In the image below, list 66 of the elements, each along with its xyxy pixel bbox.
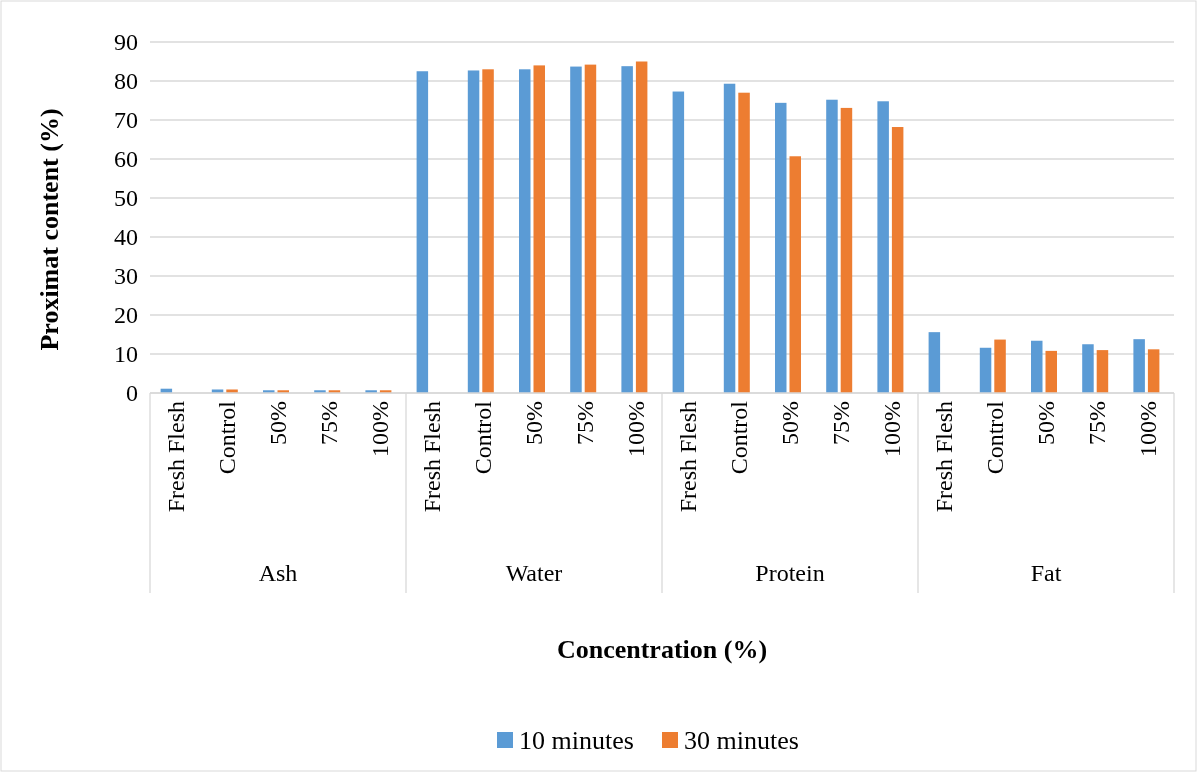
bar	[789, 156, 801, 393]
y-tick-label: 0	[126, 380, 138, 407]
y-tick-label: 60	[114, 146, 138, 173]
x-tick-label: 100%	[1135, 401, 1162, 457]
x-tick-label: Control	[725, 400, 752, 475]
bar	[775, 102, 787, 393]
bar	[994, 339, 1006, 393]
x-tick-label: Fresh Flesh	[162, 401, 189, 513]
y-tick-label: 80	[114, 68, 138, 95]
bar	[979, 347, 992, 393]
x-tick-label: Fresh Flesh	[418, 401, 445, 513]
bar	[584, 64, 597, 393]
bar	[570, 66, 582, 393]
bar	[533, 65, 545, 393]
bar	[482, 69, 494, 393]
y-axis-title: Proximat content (%)	[35, 108, 64, 351]
bar	[519, 69, 531, 393]
x-axis-title: Concentration (%)	[556, 635, 768, 664]
x-tick-label: 75%	[316, 401, 343, 445]
bar	[1045, 350, 1057, 393]
bar	[416, 71, 429, 393]
x-tick-label: 50%	[777, 401, 803, 445]
bar	[877, 101, 889, 393]
bar	[672, 91, 685, 393]
text: Ash	[258, 560, 298, 586]
bar	[840, 107, 853, 393]
bar	[891, 127, 904, 393]
x-tick-label: 100%	[623, 401, 650, 457]
x-tick-label: 75%	[572, 401, 599, 445]
bar	[1147, 349, 1160, 393]
x-tick-label: 50%	[1033, 401, 1059, 445]
bar	[1082, 344, 1094, 393]
bar	[1096, 350, 1109, 393]
bar	[1133, 339, 1145, 393]
bar	[928, 332, 941, 393]
x-tick-label: 50%	[265, 401, 291, 445]
text: Water	[505, 560, 563, 586]
y-tick-label: 20	[114, 302, 138, 329]
bar	[738, 92, 750, 393]
x-tick-label: 75%	[828, 401, 855, 445]
x-tick-label: Control	[213, 400, 240, 475]
x-tick-label: 50%	[521, 401, 547, 445]
y-tick-label: 70	[114, 107, 138, 134]
x-tick-label: Fresh Flesh	[930, 401, 957, 513]
bar	[621, 66, 633, 393]
x-tick-label: 100%	[879, 401, 906, 457]
y-tick-label: 30	[114, 263, 138, 290]
bar	[826, 99, 838, 393]
bar	[723, 83, 736, 393]
bar	[635, 61, 648, 393]
text: Protein	[755, 560, 825, 586]
y-tick-label: 10	[114, 341, 138, 368]
y-tick-label: 40	[114, 224, 138, 251]
bar	[467, 70, 480, 393]
y-tick-label: 90	[114, 29, 138, 56]
bar	[226, 389, 238, 393]
x-tick-label: 100%	[367, 401, 394, 457]
text: Fat	[1030, 560, 1062, 586]
legend-label: 30 minutes	[684, 726, 799, 755]
y-tick-label: 50	[114, 185, 138, 212]
x-tick-label: Control	[981, 400, 1008, 475]
x-tick-label: Control	[469, 400, 496, 475]
x-tick-label: 75%	[1084, 401, 1111, 445]
x-tick-label: Fresh Flesh	[674, 401, 701, 513]
bar	[1031, 340, 1043, 393]
legend-label: 10 minutes	[519, 726, 634, 755]
